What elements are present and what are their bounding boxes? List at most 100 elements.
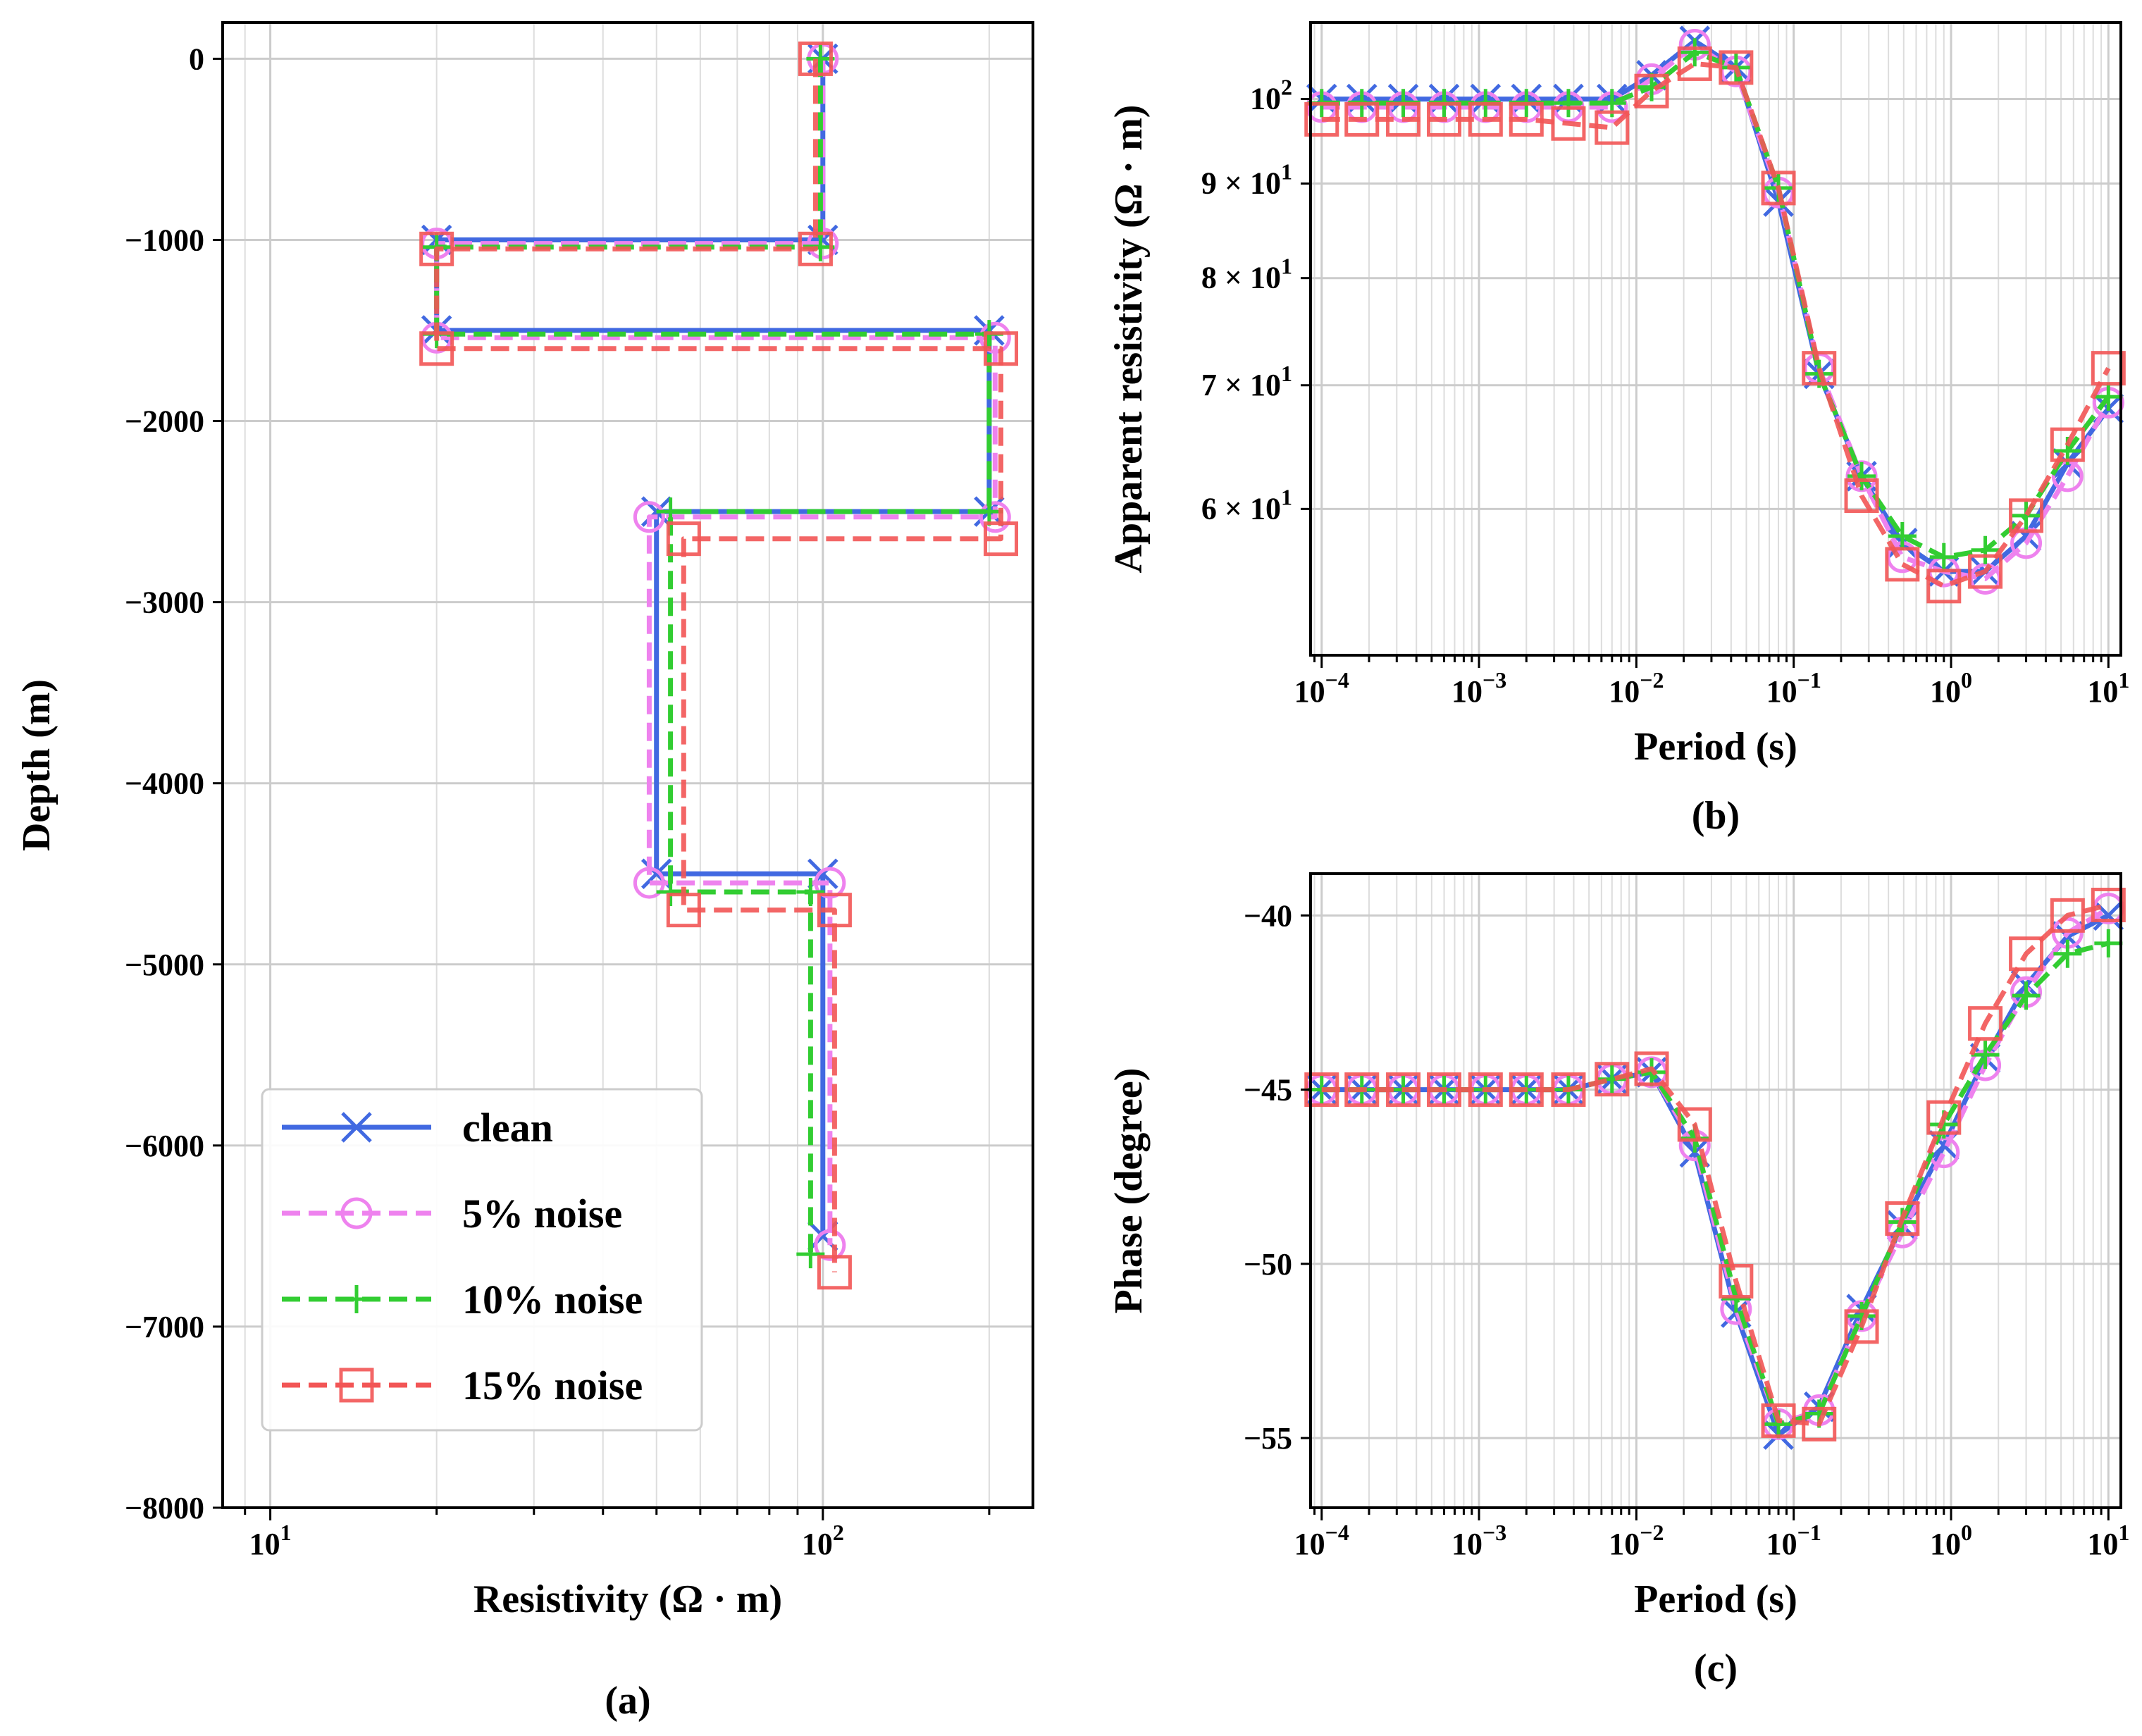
y-tick-label: 6 × 101 <box>1201 484 1292 526</box>
y-tick-label: −45 <box>1244 1073 1292 1108</box>
legend-label-clean: clean <box>462 1105 553 1151</box>
panel-b-caption: (b) <box>1692 794 1740 838</box>
data-point-n15 <box>2091 351 2126 386</box>
panel-a-ticks: 101 102 0 −1000 −2000 −3000 −4000 −5000 −6000 −70… <box>125 42 991 1561</box>
series-line-n15 <box>1321 61 2111 589</box>
x-tick-label: 10−1 <box>1766 667 1821 709</box>
x-tick-label: 10−1 <box>1766 1520 1821 1561</box>
data-point-n15 <box>1926 569 1962 604</box>
panel-c-frame <box>1309 872 2122 1509</box>
x-tick-label: 10−3 <box>1451 1520 1506 1561</box>
data-point-n15 <box>1677 46 1712 81</box>
y-tick-label: −55 <box>1244 1421 1292 1456</box>
x-tick-label: 10−2 <box>1609 667 1664 709</box>
panel-b-frame <box>1309 21 2122 657</box>
x-tick-label: 100 <box>1930 667 1972 709</box>
data-point-n15 <box>817 893 852 928</box>
series-line-n15 <box>1321 903 2110 1427</box>
x-tick-label: 10−4 <box>1294 1520 1349 1561</box>
x-tick-label: 10−3 <box>1451 667 1506 709</box>
legend-marker-10pct-noise <box>342 1285 371 1313</box>
data-point-n15 <box>1719 50 1754 85</box>
data-point-n10 <box>1971 1041 2000 1070</box>
panel-b-x-axis-label: Period (s) <box>1634 725 1797 769</box>
data-point-n15 <box>1926 1100 1962 1135</box>
y-tick-label: 102 <box>1250 75 1292 116</box>
data-point-n15 <box>2091 888 2126 923</box>
data-point-n15 <box>1468 101 1503 137</box>
panel-b-series <box>1304 25 2126 604</box>
data-point-n15 <box>1677 1107 1712 1142</box>
data-point-n10 <box>2094 929 2123 957</box>
data-point-n15 <box>419 231 454 266</box>
data-point-n15 <box>1719 1264 1754 1299</box>
series-line-n15 <box>434 58 1003 1272</box>
panel-c-y-axis-label: Phase (degree) <box>1107 1068 1151 1314</box>
data-point-n10 <box>1929 542 1958 571</box>
series-line-clean <box>434 58 992 1236</box>
data-point-n15 <box>2050 898 2085 933</box>
data-point-n15 <box>1304 101 1339 137</box>
y-tick-label: −4000 <box>125 767 204 801</box>
data-point-n15 <box>1344 1072 1380 1108</box>
data-point-n15 <box>984 331 1019 366</box>
legend-marker-15pct-noise <box>339 1368 374 1403</box>
legend-marker-glyph <box>339 1368 374 1403</box>
x-tick-label: 101 <box>2087 1520 2129 1561</box>
data-point-n15 <box>2009 498 2044 533</box>
data-point-n10 <box>656 877 685 906</box>
y-tick-label: −40 <box>1244 898 1292 933</box>
legend-label-15pct-noise: 15% noise <box>462 1363 643 1408</box>
data-point-n15 <box>2050 427 2085 462</box>
y-tick-label: −3000 <box>125 585 204 620</box>
panel-c-phase: 10−4 10−3 10−2 10−1 100 101 −40 −45 −50 −55 Perio… <box>1107 872 2129 1690</box>
x-tick-label: 10−4 <box>1294 667 1349 709</box>
data-point-n15 <box>1802 351 1837 386</box>
y-tick-label: −7000 <box>125 1310 204 1344</box>
panel-a-caption: (a) <box>605 1679 650 1723</box>
data-point-n15 <box>1386 101 1421 137</box>
data-point-n10 <box>796 1240 825 1269</box>
series-line-n5 <box>1321 42 2111 581</box>
data-point-n15 <box>1761 1403 1796 1438</box>
legend-marker-glyph <box>340 1197 373 1229</box>
y-tick-label: −2000 <box>125 404 204 439</box>
legend-entry-10pct-noise: 10% noise <box>282 1277 643 1322</box>
x-tick-label: 102 <box>802 1520 844 1561</box>
legend-label-10pct-noise: 10% noise <box>462 1277 643 1322</box>
y-tick-label: 0 <box>189 42 204 76</box>
data-point-n5 <box>814 1229 846 1261</box>
data-point-n5 <box>633 867 665 899</box>
y-tick-label: −5000 <box>125 948 204 982</box>
data-point-n15 <box>1844 478 1879 514</box>
data-point-n15 <box>2009 936 2044 972</box>
data-point-n15 <box>1551 106 1586 141</box>
data-point-n15 <box>1509 1072 1544 1108</box>
panel-c-x-axis-label: Period (s) <box>1634 1577 1797 1621</box>
data-point-n5 <box>633 501 665 533</box>
series-line-n5 <box>434 58 998 1246</box>
data-point-n15 <box>1427 1072 1462 1108</box>
y-tick-label: −8000 <box>125 1491 204 1525</box>
panel-b-apparent-resistivity: 10−4 10−3 10−2 10−1 100 101 102 9 × 101 8 × 101 7… <box>1107 21 2129 838</box>
data-point-n15 <box>1509 101 1544 137</box>
legend-label-5pct-noise: 5% noise <box>462 1191 622 1236</box>
panel-a-series <box>419 41 1019 1290</box>
data-point-n15 <box>1968 554 2003 589</box>
data-point-n10 <box>2094 383 2123 411</box>
data-point-n10 <box>1554 89 1583 118</box>
data-point-n15 <box>798 41 833 76</box>
data-point-n15 <box>419 331 454 366</box>
panel-a-y-axis-label: Depth (m) <box>15 679 58 851</box>
data-point-n15 <box>1885 1201 1920 1236</box>
data-point-n15 <box>1885 547 1920 582</box>
data-point-n15 <box>1844 1309 1879 1344</box>
data-point-n15 <box>1595 110 1630 145</box>
legend-entry-15pct-noise: 15% noise <box>282 1363 643 1408</box>
panel-c-caption: (c) <box>1694 1647 1738 1690</box>
data-point-n10 <box>2012 501 2041 530</box>
panel-b-y-axis-label: Apparent resistivity (Ω · m) <box>1107 105 1151 574</box>
x-tick-label: 10−2 <box>1609 1520 1664 1561</box>
data-point-n10 <box>2012 981 2041 1010</box>
